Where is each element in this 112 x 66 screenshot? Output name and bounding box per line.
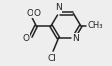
Text: N: N xyxy=(55,3,62,12)
Text: N: N xyxy=(72,34,79,43)
Text: CH₃: CH₃ xyxy=(88,21,103,30)
Text: O: O xyxy=(26,9,33,18)
Text: Cl: Cl xyxy=(48,54,57,63)
Text: O: O xyxy=(22,34,29,43)
Text: O: O xyxy=(34,9,41,18)
